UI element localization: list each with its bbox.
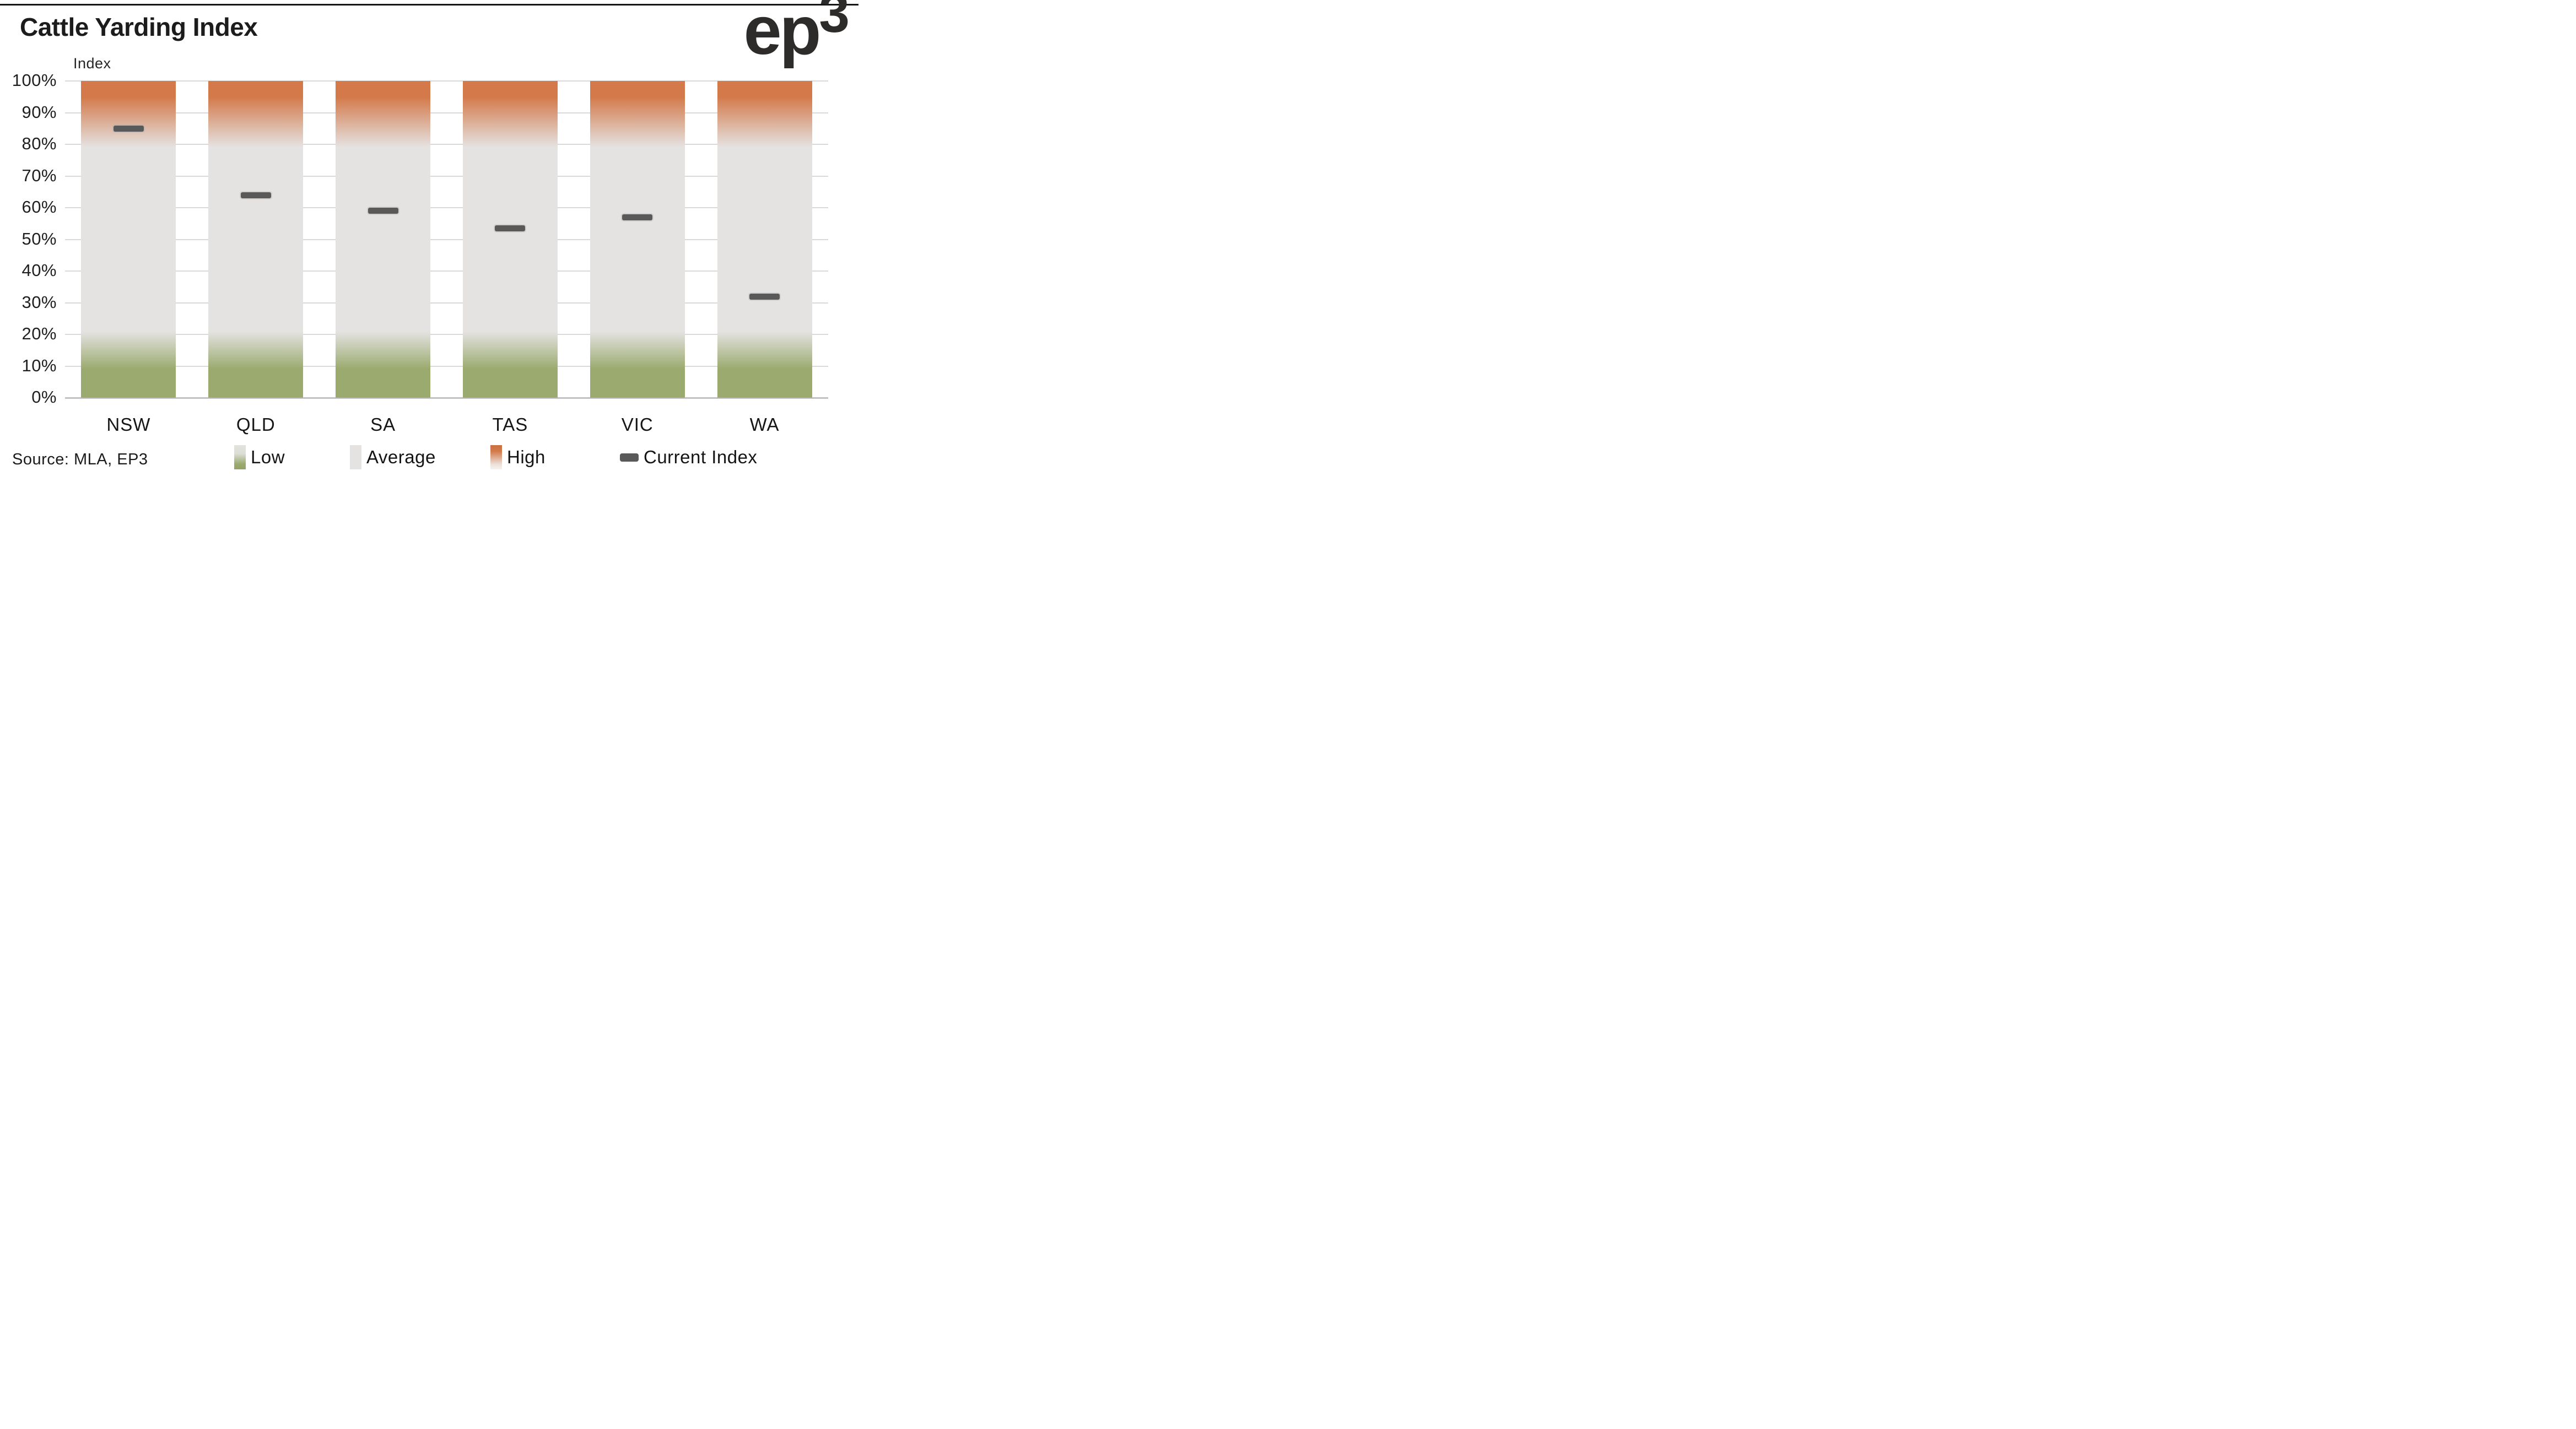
y-axis-tick-label: 10% xyxy=(21,355,57,375)
y-axis-tick-label: 0% xyxy=(31,387,57,407)
gridline-40 xyxy=(65,270,828,272)
legend-item-high: High xyxy=(490,444,546,470)
gridline-70 xyxy=(65,175,828,177)
ep3-logo: ep3 xyxy=(744,0,850,65)
gridline-50 xyxy=(65,239,828,240)
x-axis-label-TAS: TAS xyxy=(492,414,528,435)
gridline-80 xyxy=(65,144,828,145)
x-axis-label-QLD: QLD xyxy=(236,414,276,435)
legend-label: High xyxy=(507,447,546,467)
y-axis-tick-label: 60% xyxy=(21,197,57,216)
gridline-10 xyxy=(65,365,828,367)
band-column-VIC xyxy=(590,81,685,398)
y-axis-tick-label: 30% xyxy=(21,292,57,312)
y-axis-tick-label: 40% xyxy=(21,261,57,280)
gridline-90 xyxy=(65,112,828,113)
gridline-20 xyxy=(65,334,828,335)
x-axis-label-SA: SA xyxy=(370,414,396,435)
cattle-yarding-index-chart: Cattle Yarding Index ep3 Index 100% 90% 80… xyxy=(0,0,858,477)
band-column-TAS xyxy=(462,81,558,398)
gridline-30 xyxy=(65,302,828,304)
band-column-SA xyxy=(336,81,431,398)
x-axis-label-WA: WA xyxy=(749,414,780,435)
current-index-marker-WA xyxy=(749,293,780,300)
source-note: Source: MLA, EP3 xyxy=(12,451,148,468)
band-column-QLD xyxy=(208,81,304,398)
current-index-marker-VIC xyxy=(622,214,653,220)
x-axis-label-NSW: NSW xyxy=(106,414,151,435)
legend-swatch-average-icon xyxy=(350,445,361,469)
band-column-WA xyxy=(717,81,812,398)
current-index-marker-QLD xyxy=(240,192,271,198)
page-title: Cattle Yarding Index xyxy=(20,13,258,41)
legend-label: Average xyxy=(366,447,436,467)
legend-swatch-current-index-icon xyxy=(620,453,639,462)
current-index-marker-SA xyxy=(368,208,398,214)
legend-item-low: Low xyxy=(234,444,285,470)
band-column-NSW xyxy=(81,81,176,398)
gridline-0 xyxy=(65,397,828,399)
gridline-100 xyxy=(65,80,828,82)
y-axis-tick-label: 50% xyxy=(21,229,57,248)
top-border-rule xyxy=(0,4,858,6)
legend-item-average: Average xyxy=(350,444,436,470)
current-index-marker-NSW xyxy=(113,125,144,132)
gridline-60 xyxy=(65,207,828,208)
legend-label: Current Index xyxy=(644,447,758,467)
y-axis-tick-label: 20% xyxy=(21,324,57,343)
current-index-marker-TAS xyxy=(495,225,526,231)
y-axis-tick-label: 70% xyxy=(21,165,57,185)
legend-label: Low xyxy=(251,447,285,467)
y-axis-tick-label: 80% xyxy=(21,134,57,153)
ep3-logo-superscript: 3 xyxy=(819,0,850,44)
legend-swatch-high-icon xyxy=(490,445,502,469)
y-axis-title: Index xyxy=(73,55,111,72)
y-axis-tick-label: 100% xyxy=(12,71,57,90)
legend-item-current-index: Current Index xyxy=(620,444,757,470)
ep3-logo-text: ep xyxy=(743,0,822,69)
x-axis-label-VIC: VIC xyxy=(621,414,654,435)
y-axis-tick-label: 90% xyxy=(21,102,57,122)
legend-swatch-low-icon xyxy=(234,445,246,469)
